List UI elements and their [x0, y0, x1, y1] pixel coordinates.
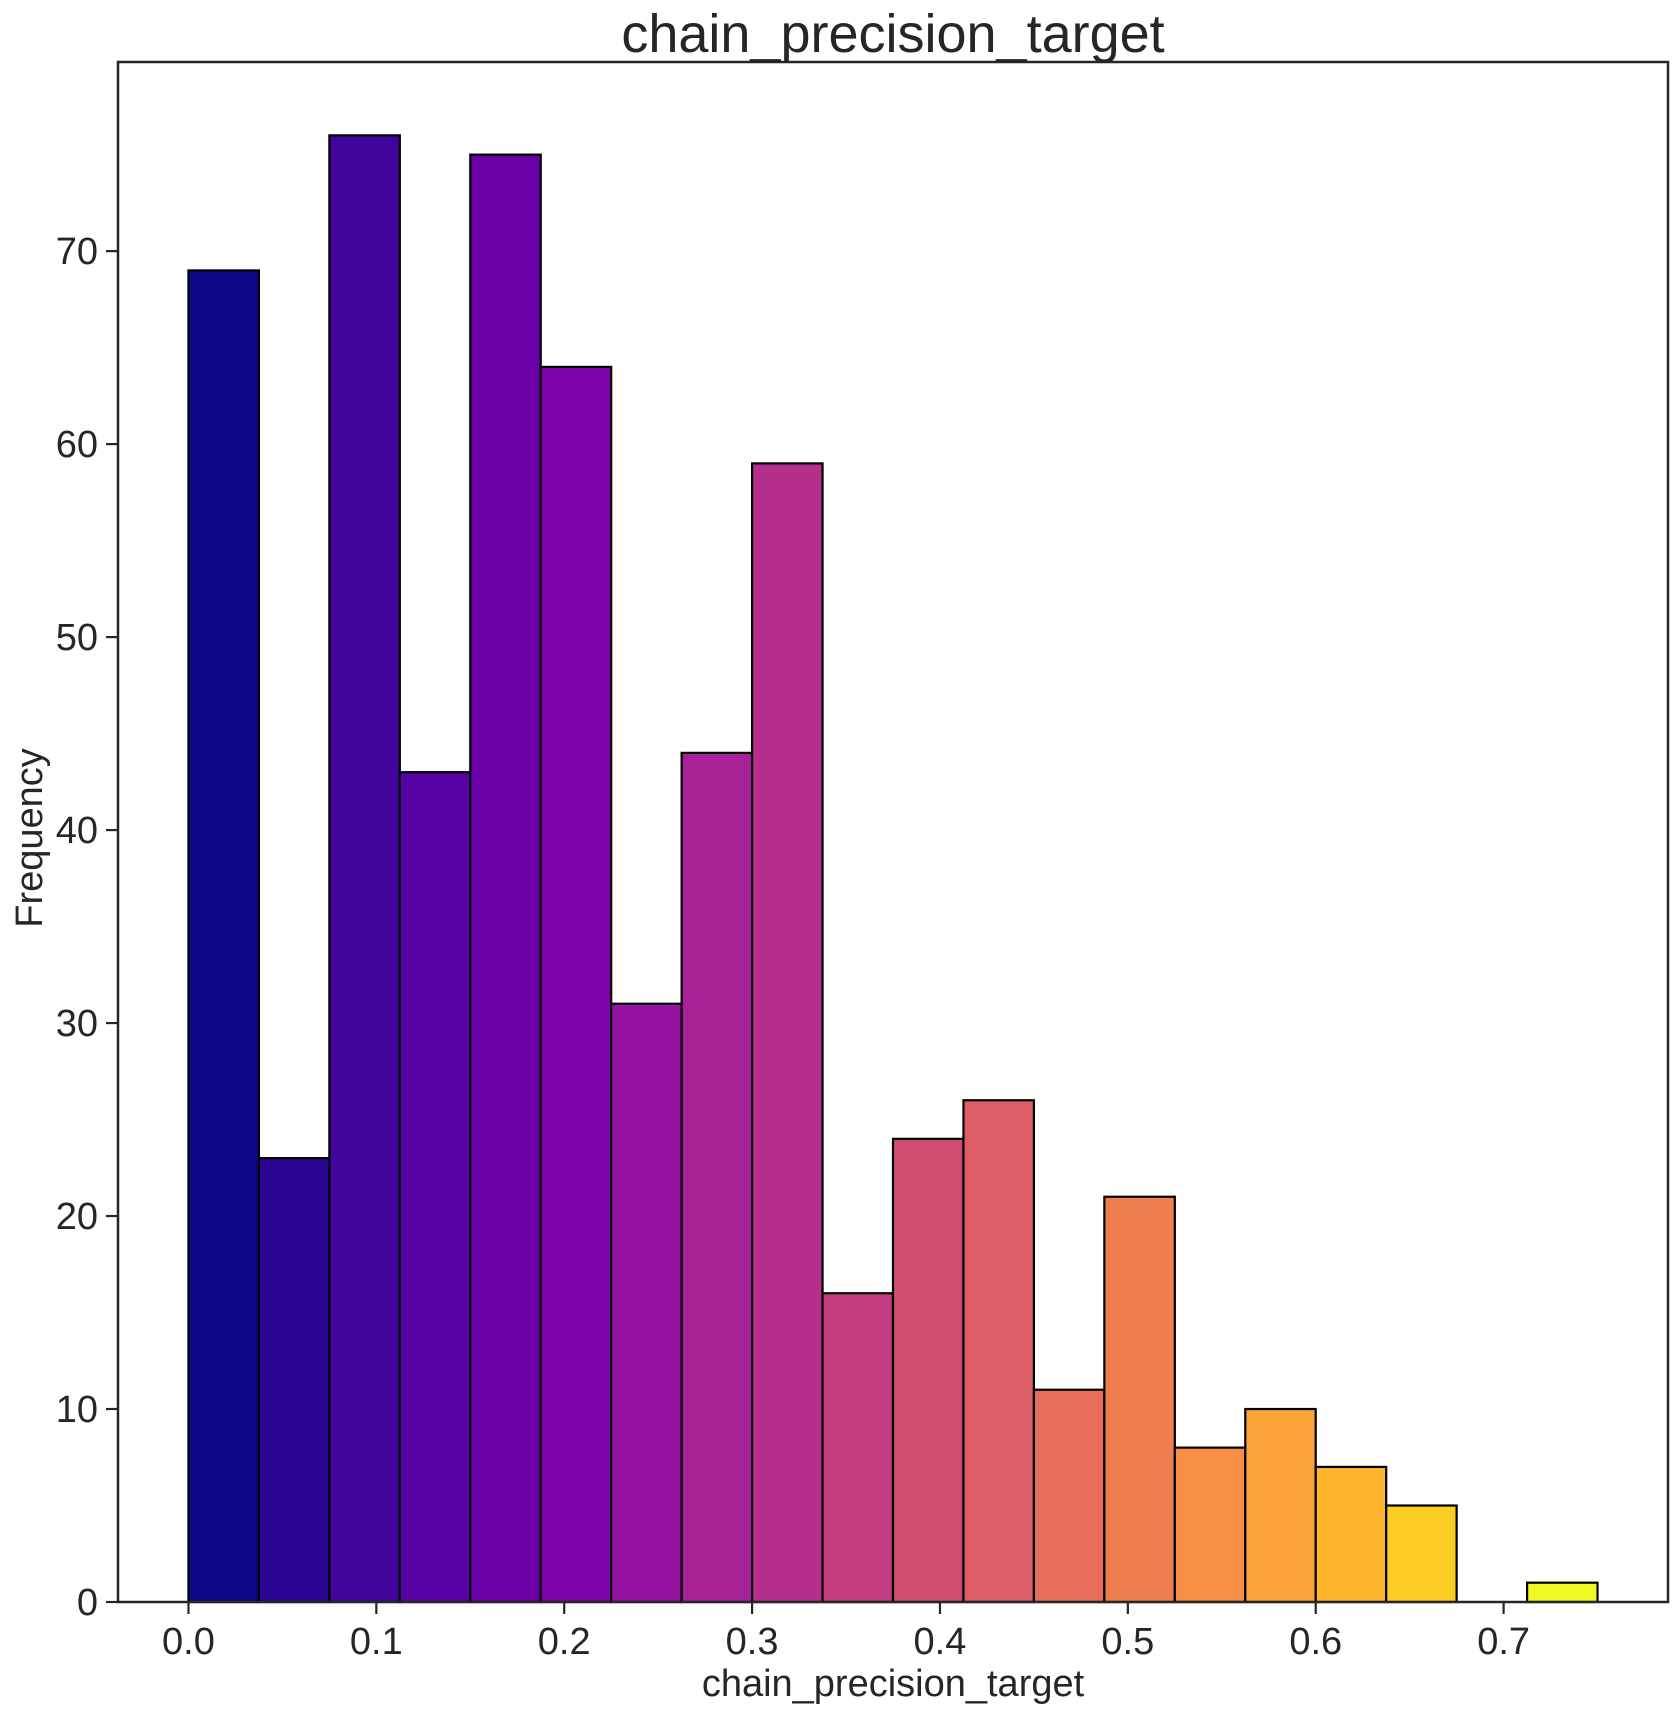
plot-frame — [116, 60, 1670, 1604]
x-tick-label: 0.7 — [1477, 1621, 1530, 1663]
x-tick-label: 0.0 — [162, 1621, 215, 1663]
histogram-bar-15 — [1244, 1407, 1317, 1604]
histogram-bar-0 — [187, 269, 261, 1604]
histogram-bars — [187, 134, 1599, 1604]
histogram-bar-8 — [750, 462, 824, 1604]
x-tick-label: 0.1 — [350, 1621, 403, 1663]
histogram-bar-9 — [821, 1292, 895, 1604]
y-tick-label: 20 — [56, 1196, 98, 1238]
histogram-bar-12 — [1032, 1388, 1106, 1604]
histogram-bar-17 — [1385, 1504, 1458, 1604]
histogram-bar-11 — [962, 1099, 1036, 1604]
x-axis-label: chain_precision_target — [702, 1663, 1085, 1705]
y-tick-label: 40 — [56, 810, 98, 852]
histogram-bar-2 — [328, 134, 401, 1604]
y-axis-label: Frequency — [9, 748, 51, 928]
histogram-bar-6 — [610, 1002, 683, 1604]
x-axis-ticks: 0.0 0.1 0.2 0.3 0.4 0.5 0.6 0.7 — [162, 1602, 1530, 1663]
histogram-bar-13 — [1103, 1195, 1176, 1604]
y-tick-label: 10 — [56, 1389, 98, 1431]
histogram-bar-19 — [1525, 1581, 1599, 1604]
y-tick-label: 30 — [56, 1003, 98, 1045]
x-tick-label: 0.4 — [914, 1621, 967, 1663]
x-tick-label: 0.3 — [726, 1621, 779, 1663]
histogram-bar-3 — [398, 771, 472, 1604]
histogram-bar-5 — [539, 365, 613, 1604]
histogram-bar-16 — [1314, 1465, 1388, 1604]
x-tick-label: 0.2 — [538, 1621, 591, 1663]
x-tick-label: 0.5 — [1101, 1621, 1154, 1663]
histogram-bar-10 — [891, 1137, 965, 1604]
chart-title: chain_precision_target — [621, 4, 1164, 64]
y-tick-label: 50 — [56, 617, 98, 659]
y-tick-label: 70 — [56, 231, 98, 273]
histogram-bar-4 — [469, 153, 542, 1604]
histogram-bar-14 — [1173, 1446, 1247, 1604]
histogram-bar-7 — [680, 751, 754, 1604]
y-axis-ticks: 0 10 20 30 40 50 60 70 — [56, 231, 118, 1624]
y-tick-label: 60 — [56, 424, 98, 466]
x-tick-label: 0.6 — [1289, 1621, 1342, 1663]
histogram-bar-1 — [257, 1157, 331, 1604]
y-tick-label: 0 — [77, 1582, 98, 1624]
